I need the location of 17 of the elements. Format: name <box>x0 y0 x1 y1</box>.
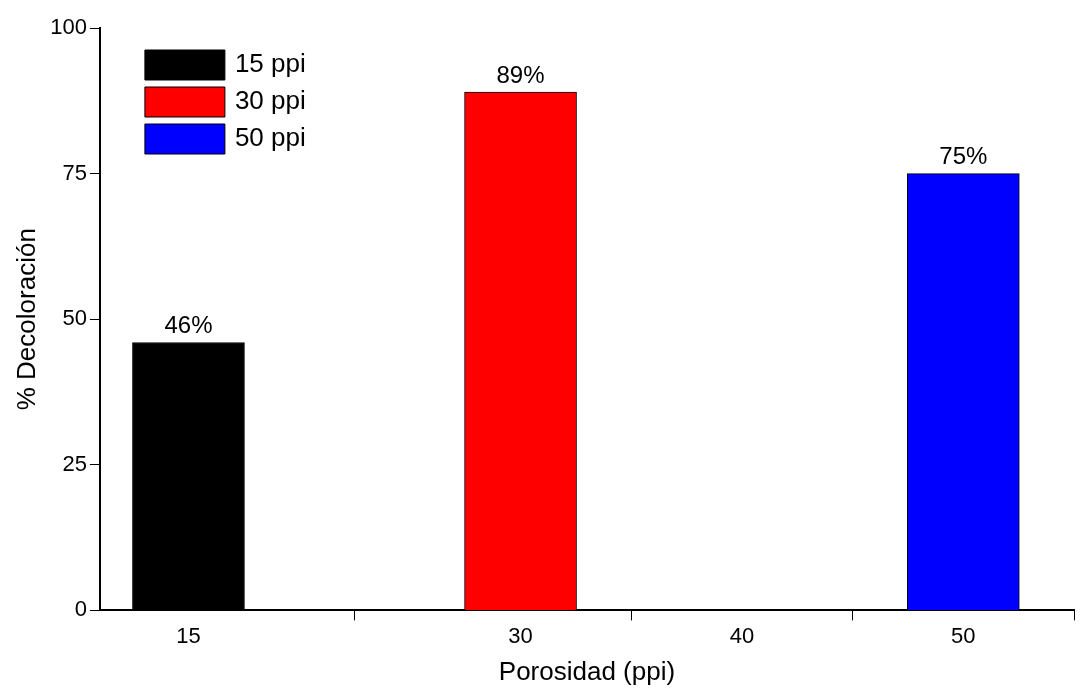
y-tick-label: 0 <box>74 596 87 622</box>
y-axis-title: % Decoloración <box>10 228 41 411</box>
x-tick-label: 40 <box>729 622 755 648</box>
y-tick-label: 100 <box>50 14 87 40</box>
x-tick-label: 30 <box>508 622 533 648</box>
x-tick-label: 50 <box>951 622 976 648</box>
x-axis-title: Porosidad (ppi) <box>498 655 676 686</box>
legend-label: 30 ppi <box>234 85 306 116</box>
y-tick-label: 50 <box>62 305 87 331</box>
legend-label: 15 ppi <box>234 48 306 79</box>
legend-label: 50 ppi <box>234 122 306 153</box>
data-label: 75% <box>939 142 988 170</box>
data-label: 89% <box>496 60 545 88</box>
data-label: 46% <box>164 311 213 339</box>
y-tick-label: 75 <box>62 159 87 185</box>
x-tick-label: 15 <box>176 622 201 648</box>
y-tick-label: 25 <box>62 450 87 476</box>
